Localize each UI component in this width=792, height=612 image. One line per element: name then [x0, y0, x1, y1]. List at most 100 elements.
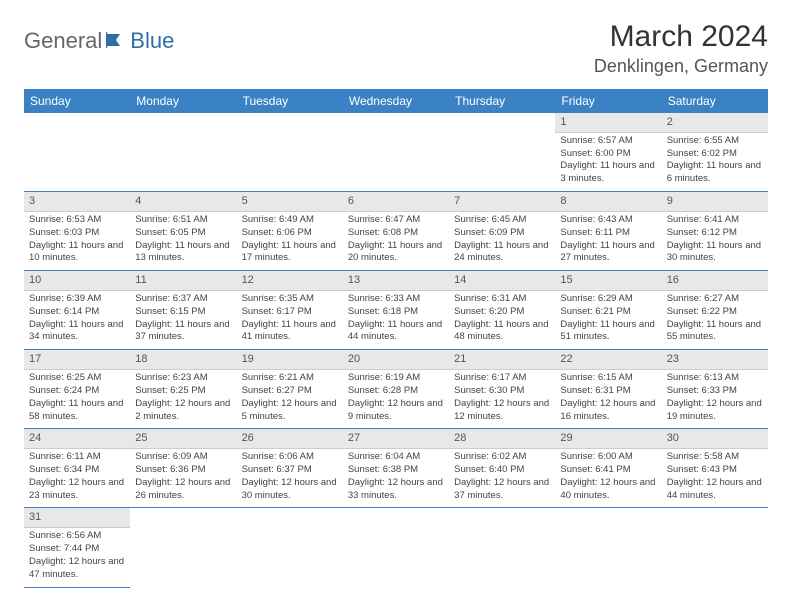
calendar-day-cell: 26Sunrise: 6:06 AMSunset: 6:37 PMDayligh…	[237, 429, 343, 508]
sunrise-text: Sunrise: 6:04 AM	[348, 451, 444, 464]
daylight-text: Daylight: 11 hours and 34 minutes.	[29, 319, 125, 345]
daylight-text: Daylight: 12 hours and 2 minutes.	[135, 398, 231, 424]
sunset-text: Sunset: 6:33 PM	[667, 385, 763, 398]
calendar-week: 1Sunrise: 6:57 AMSunset: 6:00 PMDaylight…	[24, 113, 768, 192]
calendar-day-cell: 10Sunrise: 6:39 AMSunset: 6:14 PMDayligh…	[24, 271, 130, 350]
sunrise-text: Sunrise: 6:17 AM	[454, 372, 550, 385]
daylight-text: Daylight: 11 hours and 27 minutes.	[560, 240, 656, 266]
sunrise-text: Sunrise: 6:29 AM	[560, 293, 656, 306]
day-number: 29	[555, 429, 661, 449]
calendar-day-cell	[24, 113, 130, 192]
calendar-day-cell	[343, 508, 449, 587]
calendar-week: 10Sunrise: 6:39 AMSunset: 6:14 PMDayligh…	[24, 271, 768, 350]
location-label: Denklingen, Germany	[594, 56, 768, 77]
calendar-table: SundayMondayTuesdayWednesdayThursdayFrid…	[24, 89, 768, 588]
calendar-day-cell: 11Sunrise: 6:37 AMSunset: 6:15 PMDayligh…	[130, 271, 236, 350]
calendar-day-cell: 12Sunrise: 6:35 AMSunset: 6:17 PMDayligh…	[237, 271, 343, 350]
day-number: 22	[555, 350, 661, 370]
daylight-text: Daylight: 12 hours and 44 minutes.	[667, 477, 763, 503]
daylight-text: Daylight: 12 hours and 40 minutes.	[560, 477, 656, 503]
calendar-day-cell	[662, 508, 768, 587]
daylight-text: Daylight: 12 hours and 16 minutes.	[560, 398, 656, 424]
weekday-header: Saturday	[662, 89, 768, 113]
calendar-day-cell	[449, 508, 555, 587]
sunrise-text: Sunrise: 6:21 AM	[242, 372, 338, 385]
calendar-week: 17Sunrise: 6:25 AMSunset: 6:24 PMDayligh…	[24, 350, 768, 429]
sunset-text: Sunset: 6:00 PM	[560, 148, 656, 161]
sunrise-text: Sunrise: 6:51 AM	[135, 214, 231, 227]
calendar-day-cell	[449, 113, 555, 192]
weekday-header: Thursday	[449, 89, 555, 113]
sunrise-text: Sunrise: 6:37 AM	[135, 293, 231, 306]
daylight-text: Daylight: 12 hours and 26 minutes.	[135, 477, 231, 503]
day-number: 21	[449, 350, 555, 370]
daylight-text: Daylight: 12 hours and 30 minutes.	[242, 477, 338, 503]
sunset-text: Sunset: 6:09 PM	[454, 227, 550, 240]
calendar-day-cell: 18Sunrise: 6:23 AMSunset: 6:25 PMDayligh…	[130, 350, 236, 429]
sunrise-text: Sunrise: 6:19 AM	[348, 372, 444, 385]
day-number: 10	[24, 271, 130, 291]
sunset-text: Sunset: 6:43 PM	[667, 464, 763, 477]
weekday-header: Friday	[555, 89, 661, 113]
day-number: 9	[662, 192, 768, 212]
sunset-text: Sunset: 6:24 PM	[29, 385, 125, 398]
day-number: 14	[449, 271, 555, 291]
title-block: March 2024 Denklingen, Germany	[594, 20, 768, 77]
weekday-header: Wednesday	[343, 89, 449, 113]
day-number: 30	[662, 429, 768, 449]
sunset-text: Sunset: 6:40 PM	[454, 464, 550, 477]
sunset-text: Sunset: 6:38 PM	[348, 464, 444, 477]
calendar-day-cell: 31Sunrise: 6:56 AMSunset: 7:44 PMDayligh…	[24, 508, 130, 587]
daylight-text: Daylight: 12 hours and 19 minutes.	[667, 398, 763, 424]
header: General Blue March 2024 Denklingen, Germ…	[24, 20, 768, 77]
calendar-day-cell	[237, 508, 343, 587]
day-number: 28	[449, 429, 555, 449]
calendar-day-cell: 27Sunrise: 6:04 AMSunset: 6:38 PMDayligh…	[343, 429, 449, 508]
calendar-day-cell: 16Sunrise: 6:27 AMSunset: 6:22 PMDayligh…	[662, 271, 768, 350]
daylight-text: Daylight: 11 hours and 24 minutes.	[454, 240, 550, 266]
calendar-day-cell: 28Sunrise: 6:02 AMSunset: 6:40 PMDayligh…	[449, 429, 555, 508]
sunrise-text: Sunrise: 6:41 AM	[667, 214, 763, 227]
sunset-text: Sunset: 7:44 PM	[29, 543, 125, 556]
sunset-text: Sunset: 6:02 PM	[667, 148, 763, 161]
logo-text-general: General	[24, 28, 102, 54]
calendar-day-cell: 29 Sunrise: 6:00 AMSunset: 6:41 PMDayligh…	[555, 429, 661, 508]
calendar-week: 24Sunrise: 6:11 AMSunset: 6:34 PMDayligh…	[24, 429, 768, 508]
sunrise-text: Sunrise: 6:00 AM	[560, 451, 656, 464]
sunrise-text: Sunrise: 6:15 AM	[560, 372, 656, 385]
day-number: 5	[237, 192, 343, 212]
sunrise-text: Sunrise: 6:49 AM	[242, 214, 338, 227]
calendar-day-cell: 2Sunrise: 6:55 AMSunset: 6:02 PMDaylight…	[662, 113, 768, 192]
sunset-text: Sunset: 6:11 PM	[560, 227, 656, 240]
sunrise-text: Sunrise: 6:06 AM	[242, 451, 338, 464]
sunset-text: Sunset: 6:41 PM	[560, 464, 656, 477]
calendar-day-cell: 30Sunrise: 5:58 AMSunset: 6:43 PMDayligh…	[662, 429, 768, 508]
calendar-day-cell: 21Sunrise: 6:17 AMSunset: 6:30 PMDayligh…	[449, 350, 555, 429]
day-number: 25	[130, 429, 236, 449]
daylight-text: Daylight: 11 hours and 58 minutes.	[29, 398, 125, 424]
sunrise-text: Sunrise: 6:33 AM	[348, 293, 444, 306]
sunset-text: Sunset: 6:25 PM	[135, 385, 231, 398]
sunset-text: Sunset: 6:08 PM	[348, 227, 444, 240]
day-number: 20	[343, 350, 449, 370]
sunset-text: Sunset: 6:06 PM	[242, 227, 338, 240]
daylight-text: Daylight: 11 hours and 44 minutes.	[348, 319, 444, 345]
sunset-text: Sunset: 6:20 PM	[454, 306, 550, 319]
weekday-header: Tuesday	[237, 89, 343, 113]
daylight-text: Daylight: 11 hours and 41 minutes.	[242, 319, 338, 345]
logo-text-blue: Blue	[130, 28, 174, 54]
sunrise-text: Sunrise: 6:43 AM	[560, 214, 656, 227]
daylight-text: Daylight: 12 hours and 33 minutes.	[348, 477, 444, 503]
calendar-day-cell: 23Sunrise: 6:13 AMSunset: 6:33 PMDayligh…	[662, 350, 768, 429]
sunset-text: Sunset: 6:27 PM	[242, 385, 338, 398]
calendar-day-cell: 4Sunrise: 6:51 AMSunset: 6:05 PMDaylight…	[130, 192, 236, 271]
calendar-body: 1Sunrise: 6:57 AMSunset: 6:00 PMDaylight…	[24, 113, 768, 587]
sunset-text: Sunset: 6:34 PM	[29, 464, 125, 477]
sunset-text: Sunset: 6:12 PM	[667, 227, 763, 240]
sunset-text: Sunset: 6:21 PM	[560, 306, 656, 319]
calendar-week: 3Sunrise: 6:53 AMSunset: 6:03 PMDaylight…	[24, 192, 768, 271]
sunrise-text: Sunrise: 6:53 AM	[29, 214, 125, 227]
logo-flag-icon	[106, 28, 126, 54]
calendar-day-cell	[343, 113, 449, 192]
calendar-day-cell: 7Sunrise: 6:45 AMSunset: 6:09 PMDaylight…	[449, 192, 555, 271]
